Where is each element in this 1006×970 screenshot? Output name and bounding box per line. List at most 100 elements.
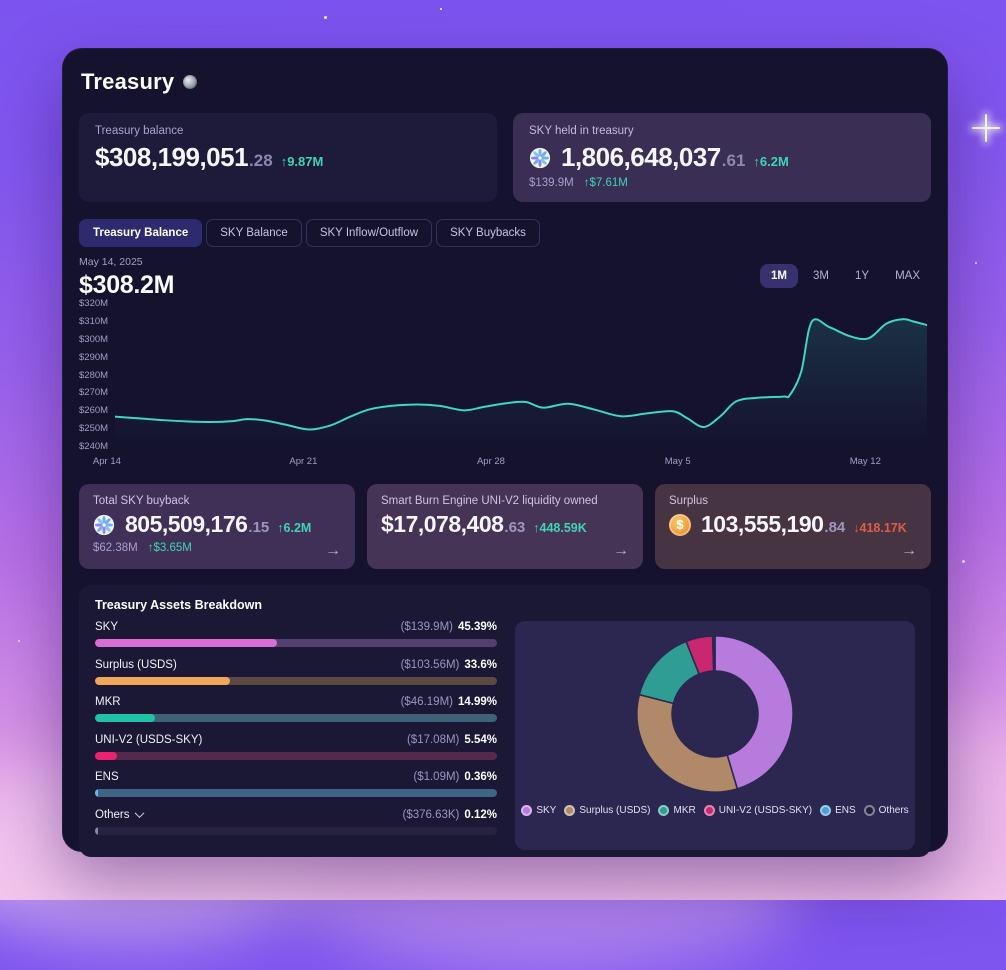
balance-line [115, 318, 927, 431]
smart-burn-engine-card[interactable]: Smart Burn Engine UNI-V2 liquidity owned… [367, 484, 643, 569]
asset-usd: ($46.19M) [400, 696, 453, 708]
smart-burn-amount: $17,078,408 [381, 511, 504, 537]
sky-held-label: SKY held in treasury [529, 125, 634, 137]
balance-delta-badge: ↑9.87M [280, 154, 324, 169]
range-1m-button[interactable]: 1M [760, 264, 799, 288]
smart-burn-value-row: $17,078,408.63 ↑448.59K [381, 511, 629, 538]
legend-label: SKY [536, 805, 557, 816]
legend-item-uni-v2[interactable]: UNI-V2 (USDS-SKY) [703, 805, 812, 816]
smart-burn-delta-badge: ↑448.59K [533, 521, 587, 535]
smart-burn-decimals: .63 [504, 519, 526, 536]
legend-swatch [521, 805, 533, 816]
asset-bar-fill [95, 714, 156, 722]
buyback-usd-value: $62.38M [93, 542, 138, 554]
tab-sky-inflow-outflow[interactable]: SKY Inflow/Outflow [305, 219, 433, 247]
buyback-decimals: .15 [248, 519, 270, 536]
line-chart-svg [115, 318, 927, 447]
x-tick: May 12 [849, 456, 881, 467]
usds-coin-icon: $ [669, 513, 691, 536]
asset-usd: ($1.09M) [413, 771, 460, 783]
legend-swatch [863, 805, 875, 816]
buyback-label: Total SKY buyback [93, 495, 190, 507]
tab-sky-balance[interactable]: SKY Balance [206, 219, 302, 247]
asset-row-surplus-usds: Surplus (USDS) ($103.56M) 33.6% [95, 659, 497, 685]
range-3m-button[interactable]: 3M [813, 270, 829, 282]
treasury-assets-breakdown-panel: Treasury Assets Breakdown SKY ($139.9M) 4… [79, 585, 931, 857]
asset-row-head: UNI-V2 (USDS-SKY) ($17.08M) 5.54% [95, 734, 497, 746]
asset-percent: 0.12% [464, 808, 497, 821]
arrow-right-icon[interactable]: → [901, 542, 917, 559]
others-expander[interactable]: Others [95, 808, 144, 821]
asset-row-head: Others ($376.63K) 0.12% [95, 808, 497, 821]
chart-current-value-block: May 14, 2025 $308.2M [79, 256, 175, 300]
treasury-balance-card: Treasury balance $308,199,051.28 ↑9.87M [79, 113, 497, 202]
tab-treasury-balance[interactable]: Treasury Balance [79, 219, 203, 247]
breakdown-title: Treasury Assets Breakdown [95, 598, 262, 612]
star-icon [440, 8, 442, 10]
treasury-balance-value: $308,199,051.28 ↑9.87M [95, 142, 481, 173]
legend-item-sky[interactable]: SKY [521, 805, 556, 816]
sky-token-icon [529, 147, 551, 169]
asset-bar [95, 714, 497, 722]
asset-bar-fill [95, 639, 278, 647]
sky-held-usd-value: $139.9M [529, 177, 574, 189]
surplus-label: Surplus [669, 495, 708, 507]
chart-tabs: Treasury Balance SKY Balance SKY Inflow/… [79, 219, 931, 247]
legend-label: MKR [673, 805, 696, 816]
chart-area-fill [115, 319, 927, 447]
y-tick: $290M [79, 351, 109, 363]
treasury-dashboard-panel: Treasury Treasury balance $308,199,051.2… [62, 48, 948, 857]
asset-usd: ($103.56M) [400, 658, 460, 671]
asset-row-ens: ENS ($1.09M) 0.36% [95, 771, 497, 797]
legend-item-others[interactable]: Others [863, 805, 909, 816]
asset-label: ENS [95, 771, 119, 783]
asset-bar-fill [95, 826, 98, 835]
sky-token-icon [93, 514, 115, 536]
asset-bar [95, 639, 497, 647]
donut-slice [714, 635, 794, 790]
y-tick: $300M [79, 333, 109, 345]
buyback-delta-badge: ↑6.2M [277, 521, 312, 535]
asset-percent: 0.36% [464, 771, 497, 783]
arrow-right-icon[interactable]: → [325, 542, 341, 559]
y-tick: $280M [79, 369, 109, 381]
star-icon [975, 262, 977, 264]
smart-burn-label: Smart Burn Engine UNI-V2 liquidity owned [381, 495, 598, 507]
asset-row-head: ENS ($1.09M) 0.36% [95, 771, 497, 783]
line-plot-area [115, 304, 927, 447]
asset-label: Surplus (USDS) [95, 658, 177, 671]
asset-bar [95, 751, 497, 760]
chart-current-value: $308.2M [79, 271, 175, 299]
arrow-right-icon[interactable]: → [613, 542, 629, 559]
sky-held-card: SKY held in treasury 1,806,648,037.61 ↑6… [513, 113, 931, 202]
legend-swatch [820, 805, 832, 816]
x-axis: Apr 14 Apr 21 Apr 28 May 5 May 12 [93, 456, 927, 470]
donut-legend: SKY Surplus (USDS) MKR UNI-V2 (USDS-SKY)… [521, 805, 909, 816]
legend-label: ENS [835, 805, 856, 816]
star-icon [962, 560, 965, 563]
assets-donut-chart [636, 635, 794, 793]
tab-sky-buybacks[interactable]: SKY Buybacks [436, 219, 540, 247]
treasury-balance-label: Treasury balance [95, 125, 184, 137]
star-icon [324, 16, 327, 19]
sky-held-value: 1,806,648,037.61 ↑6.2M [529, 142, 915, 173]
sky-held-usd-row: $139.9M ↑$7.61M [529, 177, 915, 189]
legend-item-mkr[interactable]: MKR [658, 805, 696, 816]
x-tick: Apr 14 [92, 456, 121, 467]
surplus-card[interactable]: Surplus $ 103,555,190.84 ↓418.17K → [655, 484, 931, 569]
sky-held-delta-badge: ↑6.2M [753, 154, 789, 169]
legend-item-ens[interactable]: ENS [820, 805, 856, 816]
asset-bar-fill [95, 751, 118, 760]
balance-amount: $308,199,051 [95, 142, 249, 172]
legend-item-surplus-usds[interactable]: Surplus (USDS) [564, 805, 650, 816]
asset-row-mkr: MKR ($46.19M) 14.99% [95, 696, 497, 722]
x-tick: Apr 28 [476, 456, 505, 467]
total-sky-buyback-card[interactable]: Total SKY buyback 805,509,176.15 ↑6.2M $… [79, 484, 355, 569]
range-1y-button[interactable]: 1Y [855, 270, 870, 282]
stat-cards-row: Treasury balance $308,199,051.28 ↑9.87M … [79, 113, 931, 202]
sky-held-amount: 1,806,648,037 [561, 142, 721, 172]
asset-row-head: Surplus (USDS) ($103.56M) 33.6% [95, 659, 497, 671]
asset-row-head: MKR ($46.19M) 14.99% [95, 696, 497, 708]
range-max-button[interactable]: MAX [895, 270, 920, 282]
asset-label: Others [95, 808, 130, 821]
